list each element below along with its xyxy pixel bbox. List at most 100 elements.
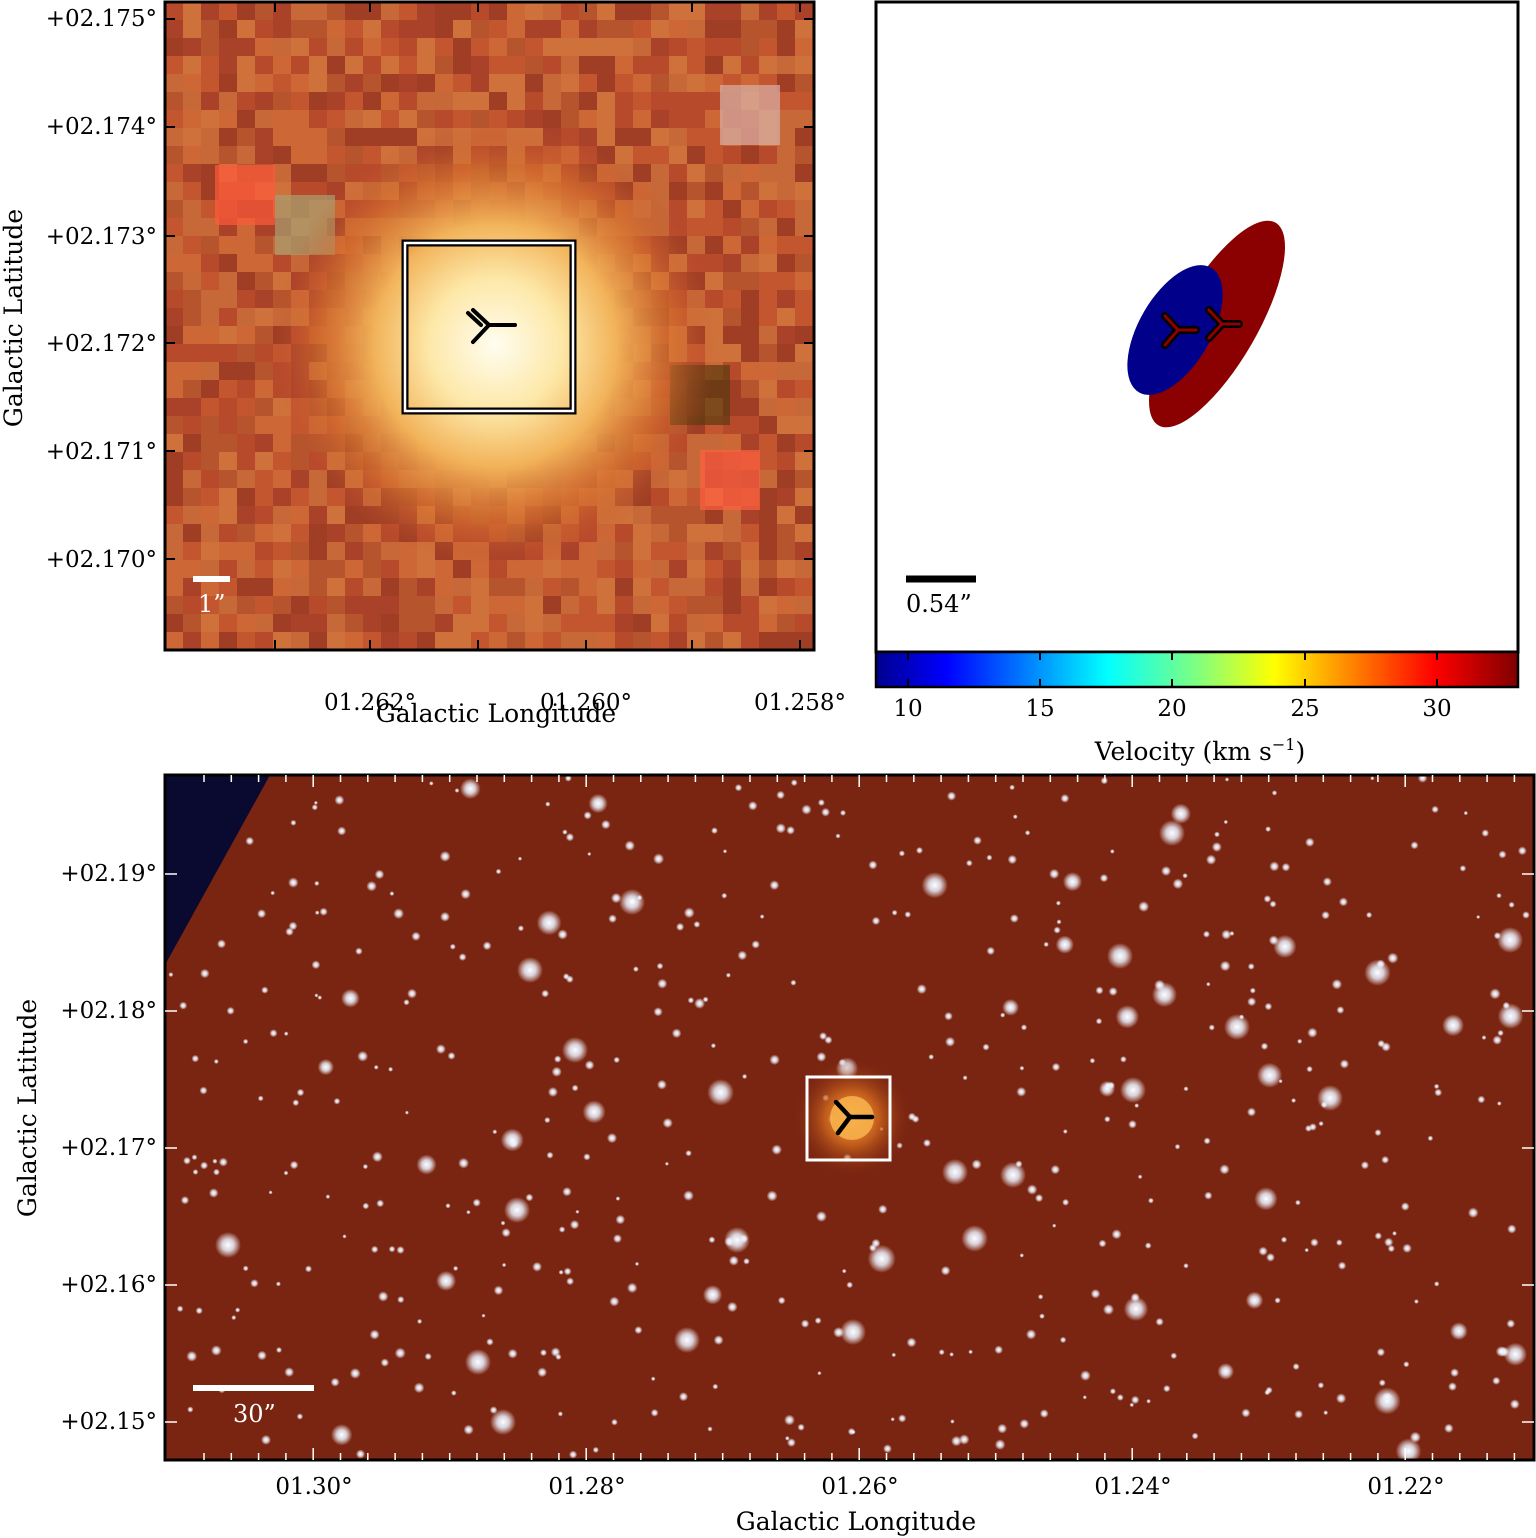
star [1206,854,1217,865]
star [959,1434,970,1445]
star [276,1347,282,1353]
star [1154,979,1165,991]
star [314,910,320,915]
star [784,1414,795,1426]
star [507,1348,518,1359]
star [1223,819,1229,825]
star [451,1390,457,1396]
star [1144,1242,1152,1249]
star [482,941,492,951]
star [396,1246,405,1254]
star [269,1029,278,1038]
star [624,840,635,851]
star [1496,892,1502,899]
star [436,1044,446,1054]
star [1159,820,1185,846]
star [1059,1336,1067,1344]
star [721,892,728,899]
star [192,1169,199,1175]
star [413,1382,425,1394]
star [1395,1438,1422,1460]
star [179,1001,188,1010]
star [460,889,471,900]
star [800,1319,810,1328]
star [1019,1419,1030,1429]
star [453,1265,459,1271]
zoom-ytick-label: +02.173° [46,224,157,250]
star [564,775,572,782]
star [212,1158,218,1164]
star [1269,900,1277,908]
star [1224,777,1230,782]
star [275,1281,281,1287]
star [1331,979,1343,990]
star [940,1265,951,1276]
star [748,801,758,811]
star [1310,1238,1319,1247]
star [694,998,705,1009]
star [1321,911,1330,920]
star [1291,1098,1297,1103]
star [1137,1174,1143,1180]
star [417,1318,423,1324]
star [544,1117,551,1124]
wide-image-edge [165,775,270,965]
star [711,827,718,834]
star [404,1110,409,1115]
star [1264,1002,1273,1011]
star [951,1435,962,1447]
star [1257,1062,1283,1088]
star [551,1066,562,1077]
star [1266,1253,1275,1262]
star [235,1307,241,1313]
star [650,1376,656,1382]
zoom-ytick-label: +02.175° [46,6,157,32]
star [242,1265,249,1272]
star [554,1055,562,1063]
three-pronged-marker-icon [466,308,517,344]
star [566,1277,574,1286]
star [355,1449,366,1459]
star [1336,1393,1347,1404]
star [208,1188,219,1198]
star [1492,1376,1501,1385]
star [769,880,780,891]
star [1245,1291,1264,1310]
star [1134,1103,1140,1108]
star [411,931,421,941]
star [678,1392,689,1402]
star [200,968,210,979]
star [1170,803,1191,824]
star [1374,1129,1382,1137]
star [546,1151,554,1159]
star [541,989,550,998]
star [840,1319,866,1345]
star [583,1153,591,1161]
star [615,1196,621,1201]
colorbar-tick-label: 15 [1025,696,1054,722]
star [775,823,786,834]
zoom-xtick-label: 01.258° [754,690,846,716]
zoom-ytick-label: +02.172° [46,331,157,357]
star [261,1434,271,1445]
star [816,1211,827,1222]
wide-xtick-label: 01.28° [548,1474,625,1500]
star [292,1099,300,1107]
star [1104,1082,1112,1089]
star [816,1052,827,1062]
star [440,911,450,922]
star [883,1444,892,1454]
star [1099,873,1109,883]
star [945,1036,956,1047]
star [183,1156,191,1165]
star [1107,943,1133,969]
star [1206,982,1211,987]
star [1497,927,1523,953]
star [481,1313,486,1318]
star [1497,1003,1524,1029]
star [319,907,328,916]
star [1035,1194,1044,1203]
star [215,1232,241,1258]
star [250,1279,259,1288]
star [1120,1077,1146,1103]
